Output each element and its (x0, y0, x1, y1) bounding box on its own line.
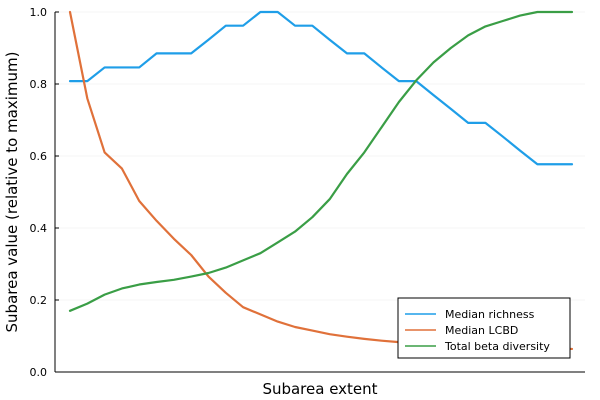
y-tick-label-0: 0.0 (30, 366, 48, 379)
legend: Median richness Median LCBD Total beta d… (397, 297, 571, 359)
y-tick-label-5: 1.0 (30, 6, 48, 19)
axes (54, 12, 585, 373)
series-line-median-richness (68, 10, 574, 166)
y-tick-labels: 0.0 0.2 0.4 0.6 0.8 1.0 (30, 6, 59, 379)
y-tick-label-1: 0.2 (30, 294, 48, 307)
legend-label-median-lcbd: Median LCBD (445, 324, 518, 337)
x-axis-label: Subarea extent (262, 380, 377, 398)
y-tick-label-4: 0.8 (30, 78, 48, 91)
y-tick-label-2: 0.4 (30, 222, 48, 235)
legend-label-median-richness: Median richness (445, 308, 535, 321)
series-line-total-beta-diversity (68, 10, 574, 312)
legend-label-total-beta-diversity: Total beta diversity (444, 340, 550, 353)
y-axis-label: Subarea value (relative to maximum) (3, 52, 21, 333)
legend-box (397, 297, 571, 359)
y-tick-label-3: 0.6 (30, 150, 48, 163)
